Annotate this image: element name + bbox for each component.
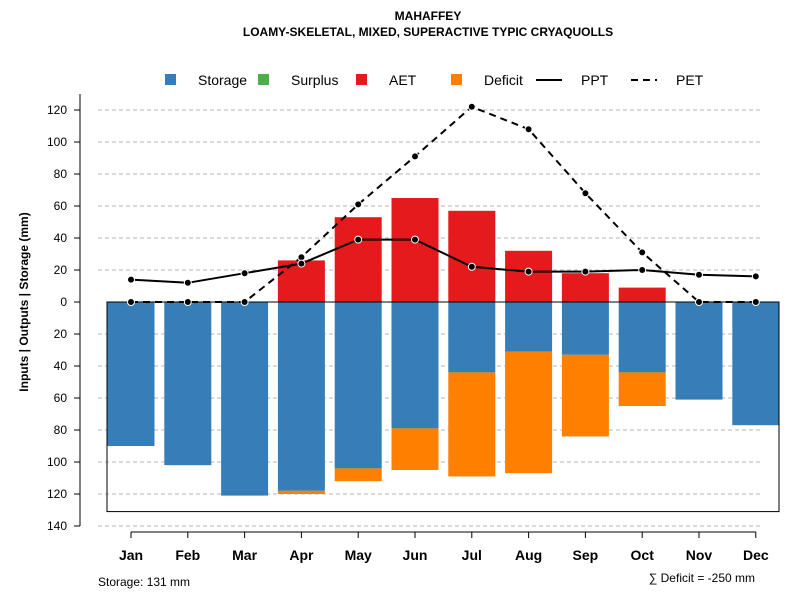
storage-capacity-label: Storage: 131 mm (98, 575, 190, 589)
y-tick-label: 80 (54, 167, 68, 181)
deficit-bar (334, 468, 382, 482)
deficit-total-label: ∑ Deficit = -250 mm (649, 571, 755, 585)
x-tick-label: Jan (119, 547, 143, 563)
y-tick-label: 40 (54, 231, 68, 245)
axes: 120 100 80 60 40 20 0 20 40 60 80 100 120 140 Jan Feb Ma… (47, 94, 769, 563)
legend-label: PET (676, 72, 704, 88)
storage-bar (448, 302, 496, 373)
x-tick-label: Aug (515, 547, 542, 563)
deficit-bar (505, 351, 553, 474)
pet-point (467, 102, 476, 111)
y-tick-label: 80 (54, 423, 68, 437)
pet-point (638, 248, 647, 257)
deficit-bar (561, 354, 609, 437)
pet-point (127, 298, 135, 306)
x-tick-label: Oct (631, 547, 655, 563)
aet-bar (391, 198, 439, 302)
pet-point (240, 298, 249, 306)
chart-subtitle: LOAMY-SKELETAL, MIXED, SUPERACTIVE TYPIC… (243, 25, 613, 39)
aet-bar (505, 250, 553, 302)
deficit-bar (618, 372, 666, 406)
ppt-point (127, 275, 135, 284)
ppt-point (524, 267, 533, 276)
legend-swatch (258, 74, 269, 85)
storage-bar (618, 302, 666, 373)
legend: Storage Surplus AET Deficit PPT PET (165, 72, 704, 88)
ppt-point (411, 235, 419, 244)
y-tick-label: 60 (54, 391, 68, 405)
legend-label: Storage (198, 72, 247, 88)
aet-bar (334, 217, 382, 302)
legend-swatch (451, 74, 462, 85)
ppt-point (751, 272, 760, 281)
storage-bar (505, 302, 553, 352)
pet-point (354, 200, 363, 209)
y-tick-label: 40 (54, 359, 68, 373)
aet-bar (561, 273, 609, 302)
pet-line (131, 105, 756, 303)
storage-bar (334, 302, 382, 469)
y-tick-label: 60 (54, 199, 68, 213)
ppt-point (581, 267, 590, 276)
pet-point (524, 125, 533, 134)
y-tick-label: 20 (54, 327, 68, 341)
storage-capacity-box (106, 301, 780, 513)
x-tick-label: Mar (232, 547, 257, 563)
legend-label: PPT (581, 72, 609, 88)
storage-bar (164, 302, 212, 466)
ppt-point (354, 235, 363, 244)
x-tick-label: Feb (175, 547, 200, 563)
ppt-point (467, 262, 476, 271)
legend-label: Deficit (484, 72, 523, 88)
y-tick-label: 100 (47, 135, 67, 149)
y-tick-label: 140 (47, 519, 67, 533)
storage-bar (107, 302, 155, 446)
aet-bar (448, 210, 496, 302)
y-tick-label: 20 (54, 263, 68, 277)
storage-bar (391, 302, 439, 429)
storage-bar (221, 302, 269, 496)
chart-title: MAHAFFEY (395, 9, 462, 23)
pet-point (751, 298, 760, 306)
ppt-point (183, 278, 192, 287)
legend-swatch (356, 74, 367, 85)
storage-bar (561, 302, 609, 355)
y-tick-label: 120 (47, 103, 67, 117)
storage-bar (277, 302, 325, 491)
aet-bar (618, 287, 666, 302)
ppt-point (297, 259, 306, 268)
x-tick-label: Sep (573, 547, 599, 563)
lines (127, 102, 760, 306)
x-tick-label: May (345, 547, 372, 563)
ppt-point (240, 269, 249, 278)
pet-point (695, 298, 703, 306)
x-tick-label: Apr (289, 547, 314, 563)
y-tick-label: 120 (47, 487, 67, 501)
deficit-bar (448, 372, 496, 477)
y-tick-label: 0 (60, 295, 67, 309)
legend-label: Surplus (291, 72, 338, 88)
y-axis-label: Inputs | Outputs | Storage (mm) (17, 212, 31, 391)
bars (107, 198, 780, 496)
ppt-point (695, 270, 703, 279)
storage-bar (732, 302, 780, 426)
legend-label: AET (389, 72, 417, 88)
ppt-point (638, 266, 647, 274)
legend-swatch (165, 74, 176, 85)
pet-point (411, 152, 419, 161)
x-tick-label: Jun (403, 547, 428, 563)
x-tick-label: Dec (743, 547, 769, 563)
y-tick-label: 100 (47, 455, 67, 469)
storage-bar (675, 302, 723, 400)
x-tick-label: Nov (686, 547, 713, 563)
pet-point (183, 298, 192, 306)
x-tick-label: Jul (462, 547, 482, 563)
deficit-bar (391, 428, 439, 470)
ppt-line (130, 238, 756, 284)
pet-point (581, 189, 590, 198)
deficit-bar (277, 490, 325, 494)
